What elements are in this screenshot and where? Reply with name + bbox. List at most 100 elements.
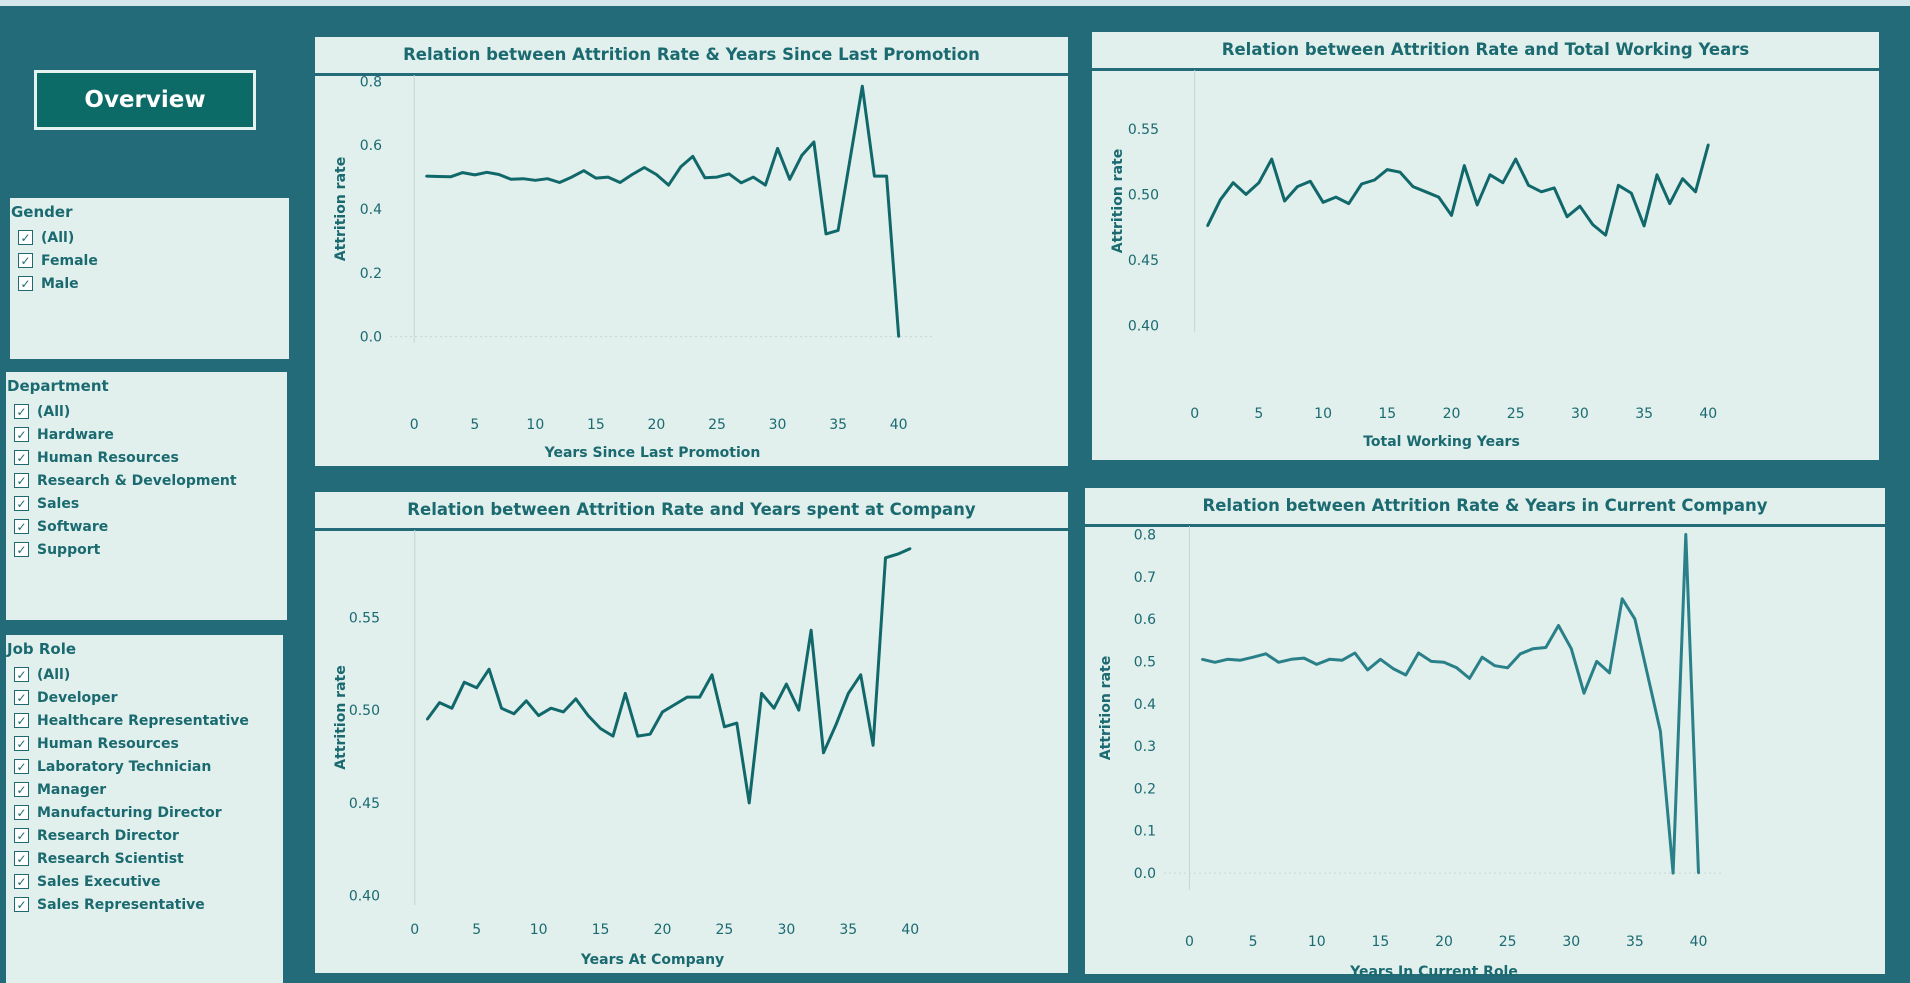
checkbox-checked-icon[interactable]: ✓ <box>18 276 33 291</box>
data-point[interactable] <box>1475 203 1479 207</box>
checkbox-checked-icon[interactable]: ✓ <box>18 230 33 245</box>
data-point[interactable] <box>562 710 565 714</box>
data-point[interactable] <box>574 697 577 701</box>
checkbox-checked-icon[interactable]: ✓ <box>18 253 33 268</box>
line-chart-years-since-promotion[interactable]: 0.0 0.2 0.4 0.6 0.8 0 5 10 15 20 25 30 35 40 Years Sin… <box>315 37 1068 466</box>
data-point[interactable] <box>1283 199 1286 203</box>
data-point[interactable] <box>1244 193 1248 196</box>
data-point[interactable] <box>1617 184 1620 187</box>
series-line[interactable] <box>425 547 911 805</box>
checkbox-checked-icon[interactable]: ✓ <box>14 519 29 534</box>
checkbox-checked-icon[interactable]: ✓ <box>14 759 29 774</box>
data-point[interactable] <box>1264 652 1268 656</box>
checkbox-checked-icon[interactable]: ✓ <box>14 828 29 843</box>
data-point[interactable] <box>463 681 466 684</box>
data-point[interactable] <box>1659 730 1662 733</box>
data-point[interactable] <box>847 692 850 695</box>
filter-option[interactable]: ✓ Research & Development <box>6 469 287 492</box>
data-point[interactable] <box>884 556 887 560</box>
checkbox-checked-icon[interactable]: ✓ <box>14 542 29 557</box>
filter-option[interactable]: ✓ Developer <box>6 686 283 709</box>
data-point[interactable] <box>1232 181 1235 184</box>
data-point[interactable] <box>1595 660 1598 663</box>
data-point[interactable] <box>812 140 816 144</box>
data-point[interactable] <box>1315 663 1318 666</box>
data-point[interactable] <box>1251 656 1255 659</box>
checkbox-checked-icon[interactable]: ✓ <box>14 713 29 728</box>
data-point[interactable] <box>1290 658 1293 661</box>
data-point[interactable] <box>698 695 701 699</box>
filter-option[interactable]: ✓ Healthcare Representative <box>6 709 283 732</box>
data-point[interactable] <box>800 154 803 157</box>
data-point[interactable] <box>497 173 501 176</box>
data-point[interactable] <box>1391 667 1395 670</box>
data-point[interactable] <box>667 183 670 187</box>
data-point[interactable] <box>1591 223 1594 226</box>
data-point[interactable] <box>1540 190 1543 194</box>
data-point[interactable] <box>710 673 714 677</box>
data-point[interactable] <box>1424 190 1428 194</box>
filter-option[interactable]: ✓ Human Resources <box>6 446 287 469</box>
data-point[interactable] <box>594 176 598 180</box>
checkbox-checked-icon[interactable]: ✓ <box>14 667 29 682</box>
data-point[interactable] <box>1633 617 1637 621</box>
overview-button[interactable]: Overview <box>34 70 256 130</box>
filter-option[interactable]: ✓ Sales Executive <box>6 870 283 893</box>
data-point[interactable] <box>1213 661 1217 664</box>
data-point[interactable] <box>1608 671 1611 675</box>
data-point[interactable] <box>1366 668 1369 672</box>
data-point[interactable] <box>473 173 476 177</box>
checkbox-checked-icon[interactable]: ✓ <box>14 473 29 488</box>
data-point[interactable] <box>1347 202 1350 205</box>
data-point[interactable] <box>1544 646 1548 649</box>
filter-option[interactable]: ✓ Research Scientist <box>6 847 283 870</box>
line-chart-total-working-years[interactable]: 0.40 0.45 0.50 0.55 0 5 10 15 20 25 30 35 40 Total Wo… <box>1092 32 1879 460</box>
data-point[interactable] <box>1411 185 1415 188</box>
data-point[interactable] <box>1655 173 1659 176</box>
data-point[interactable] <box>648 733 652 736</box>
data-point[interactable] <box>836 229 840 232</box>
data-point[interactable] <box>1270 157 1273 161</box>
data-point[interactable] <box>425 718 429 721</box>
data-point[interactable] <box>834 723 838 727</box>
data-point[interactable] <box>1430 660 1433 663</box>
data-point[interactable] <box>512 712 516 715</box>
data-point[interactable] <box>425 174 428 178</box>
data-point[interactable] <box>1604 233 1607 237</box>
data-point[interactable] <box>1480 656 1484 659</box>
data-point[interactable] <box>740 181 743 185</box>
data-point[interactable] <box>1219 198 1222 201</box>
filter-option[interactable]: ✓ Hardware <box>6 423 287 446</box>
data-point[interactable] <box>1501 181 1505 184</box>
data-point[interactable] <box>1681 177 1684 180</box>
checkbox-checked-icon[interactable]: ✓ <box>14 897 29 912</box>
data-point[interactable] <box>1442 661 1446 664</box>
checkbox-checked-icon[interactable]: ✓ <box>14 805 29 820</box>
data-point[interactable] <box>1493 664 1497 667</box>
data-point[interactable] <box>537 714 540 717</box>
filter-option[interactable]: ✓ Laboratory Technician <box>6 755 283 778</box>
data-point[interactable] <box>785 682 788 686</box>
data-point[interactable] <box>487 668 491 671</box>
data-point[interactable] <box>1379 658 1382 661</box>
data-point[interactable] <box>1353 651 1357 655</box>
data-point[interactable] <box>582 169 585 172</box>
data-point[interactable] <box>1620 597 1624 600</box>
data-point[interactable] <box>1360 182 1363 186</box>
data-point[interactable] <box>1582 691 1586 695</box>
filter-option[interactable]: ✓ Support <box>6 538 287 561</box>
data-point[interactable] <box>772 707 776 710</box>
data-point[interactable] <box>586 714 590 717</box>
data-point[interactable] <box>1417 651 1420 655</box>
filter-option[interactable]: ✓ Manager <box>6 778 283 801</box>
data-point[interactable] <box>525 699 528 702</box>
data-point[interactable] <box>450 707 454 710</box>
data-point[interactable] <box>776 147 779 150</box>
data-point[interactable] <box>599 727 602 730</box>
data-point[interactable] <box>1239 658 1242 662</box>
data-point[interactable] <box>1309 180 1312 183</box>
filter-option[interactable]: ✓ Manufacturing Director <box>6 801 283 824</box>
data-point[interactable] <box>1328 658 1331 661</box>
data-point[interactable] <box>1386 168 1389 171</box>
data-point[interactable] <box>1565 215 1569 218</box>
